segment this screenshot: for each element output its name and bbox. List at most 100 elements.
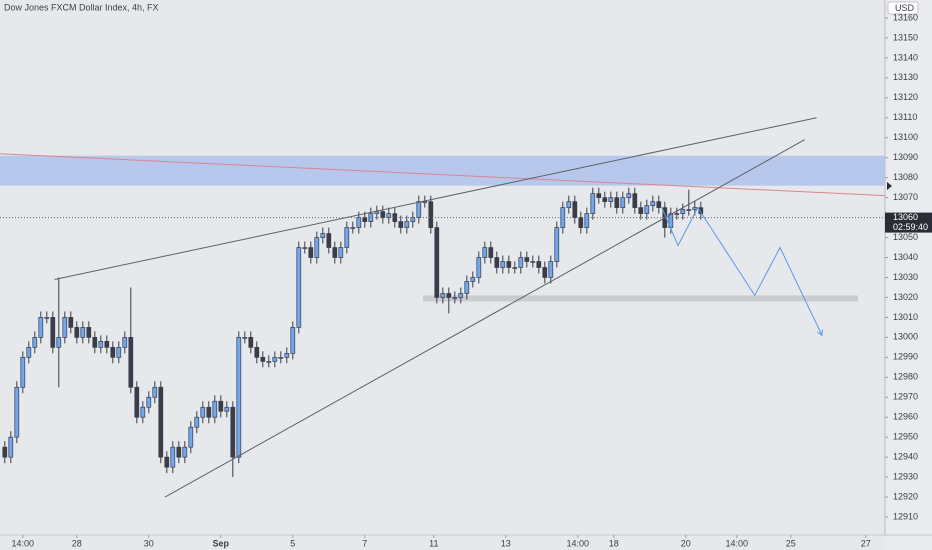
candle-body (14, 386, 20, 438)
candle-body (620, 197, 626, 208)
candle-body (140, 406, 146, 418)
candle-body (92, 337, 98, 348)
x-tick-label: 20 (681, 538, 691, 548)
y-tick-label: 13020 (893, 292, 918, 302)
candle-body (614, 197, 620, 208)
candle-body (512, 267, 518, 269)
candle-body (98, 341, 104, 348)
candle-body (56, 337, 62, 348)
y-tick-label: 12960 (893, 412, 918, 422)
candle-body (320, 233, 326, 238)
y-tick-label: 12910 (893, 511, 918, 521)
y-tick-label: 13000 (893, 332, 918, 342)
y-tick-label: 12950 (893, 432, 918, 442)
candle-body (278, 356, 284, 359)
candle-body (230, 406, 236, 458)
candle-body (68, 317, 74, 328)
candle-body (458, 293, 464, 298)
candle-body (146, 396, 152, 408)
candle-body (428, 201, 434, 228)
candle-body (578, 217, 584, 228)
candle-body (362, 217, 368, 222)
candle-body (8, 436, 14, 458)
y-tick-label: 13160 (893, 12, 918, 22)
candle-body (500, 261, 506, 268)
last-price-label: 13060 (893, 212, 918, 222)
y-tick-label: 13110 (893, 112, 917, 122)
candle-body (452, 297, 458, 299)
candle-body (32, 337, 38, 348)
candle-body (326, 233, 332, 248)
candle-body (86, 327, 92, 338)
candle-body (62, 317, 68, 338)
candle-body (212, 400, 218, 418)
y-tick-label: 13030 (893, 272, 918, 282)
candle-body (440, 293, 446, 298)
candle-body (164, 456, 170, 468)
projection-path (661, 206, 823, 336)
y-tick-label: 13080 (893, 172, 918, 182)
candle-body (296, 247, 302, 328)
y-tick-label: 13150 (893, 32, 918, 42)
candle-body (20, 356, 26, 388)
x-tick-label: 5 (290, 538, 295, 548)
y-tick-label: 13070 (893, 192, 918, 202)
candle-body (674, 213, 680, 215)
y-tick-label: 13010 (893, 312, 918, 322)
candle-body (122, 337, 128, 348)
x-tick-label: 25 (786, 538, 796, 548)
y-tick-label: 12920 (893, 491, 918, 501)
currency-box[interactable] (887, 1, 919, 15)
x-tick-label: 14:00 (12, 538, 35, 548)
candle-body (176, 446, 182, 458)
candle-body (590, 193, 596, 214)
countdown: 02:59:40 (893, 222, 928, 232)
candle-body (410, 217, 416, 222)
x-tick-label: 11 (429, 538, 438, 548)
alert-marker (887, 182, 892, 190)
candle-body (434, 227, 440, 298)
x-tick-label: 14:00 (567, 538, 590, 548)
candle-body (404, 221, 410, 228)
y-tick-label: 13040 (893, 252, 918, 262)
candle-body (110, 347, 116, 358)
candle-body (254, 347, 260, 358)
candle-body (494, 257, 500, 268)
candle-body (518, 257, 524, 268)
candle-body (218, 400, 224, 412)
candle-body (632, 193, 638, 208)
candle-body (302, 247, 308, 249)
y-tick-label: 12940 (893, 452, 918, 462)
candle-body (344, 227, 350, 248)
candle-body (170, 446, 176, 468)
y-tick-label: 13120 (893, 92, 918, 102)
candle-body (626, 193, 632, 198)
chart-title: Dow Jones FXCM Dollar Index, 4h, FX (4, 2, 159, 12)
candle-body (506, 261, 512, 268)
candle-body (200, 406, 206, 418)
candle-body (542, 267, 548, 278)
candle-body (158, 386, 164, 458)
candle-body (26, 347, 32, 358)
candle-body (116, 347, 122, 358)
candle-body (692, 207, 698, 210)
trend-line (164, 139, 805, 498)
candle-body (38, 317, 44, 338)
candle-body (104, 341, 110, 348)
x-tick-label: 18 (609, 538, 619, 548)
candle-body (314, 237, 320, 258)
x-tick-label: 28 (72, 538, 82, 548)
currency[interactable]: USD (895, 3, 915, 13)
candle-body (308, 247, 314, 258)
candle-body (356, 217, 362, 228)
candle-body (80, 327, 86, 338)
x-tick-label: 14:00 (726, 538, 749, 548)
candle-body (554, 227, 560, 262)
candle-body (530, 261, 536, 263)
candle-body (224, 406, 230, 412)
candle-body (182, 446, 188, 458)
candle-body (572, 201, 578, 218)
